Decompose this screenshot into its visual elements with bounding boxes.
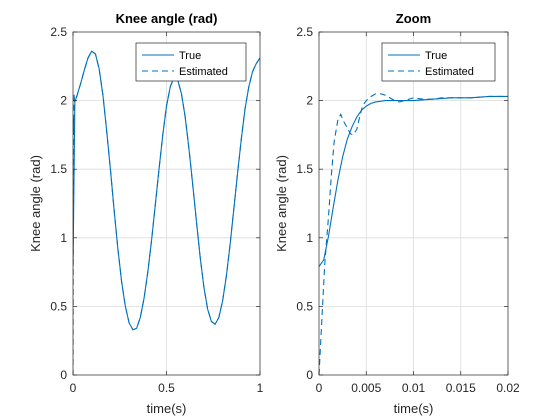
x-tick-label: 0.005 — [351, 381, 381, 395]
y-tick-label: 2 — [60, 94, 67, 108]
y-tick-label: 0.5 — [296, 299, 313, 313]
chart-panel-1: 0 0.5 1 0 0.5 1 1.5 2 2.5 Knee angle (rad) time(s)… — [28, 11, 264, 416]
y-tick-label: 2 — [306, 94, 313, 108]
x-tick-label: 0.01 — [402, 381, 426, 395]
chart-title: Knee angle (rad) — [116, 11, 218, 26]
x-tick-label: 0.02 — [496, 381, 520, 395]
y-axis-label: Knee angle (rad) — [28, 155, 43, 252]
y-tick-label: 1 — [60, 231, 67, 245]
y-tick-label: 0 — [306, 368, 313, 382]
y-tick-label: 1.5 — [50, 162, 67, 176]
legend-label-estimated: Estimated — [425, 66, 474, 78]
x-tick-label: 0.5 — [158, 381, 175, 395]
series-line-estimated — [319, 93, 508, 375]
y-axis-label: Knee angle (rad) — [274, 155, 289, 252]
x-tick-label: 0.015 — [446, 381, 476, 395]
series-line-true — [319, 95, 508, 267]
x-axis-label: time(s) — [147, 401, 187, 416]
y-tick-label: 1 — [306, 231, 313, 245]
y-tick-label: 1.5 — [296, 162, 313, 176]
series-line-estimated — [73, 50, 260, 375]
y-tick-label: 2.5 — [296, 25, 313, 39]
chart-title: Zoom — [396, 11, 431, 26]
x-tick-label: 0 — [70, 381, 77, 395]
chart-panel-2: 0 0.005 0.01 0.015 0.02 0 0.5 1 1.5 2 2.5 Zoom time(… — [274, 11, 520, 416]
y-tick-label: 0.5 — [50, 299, 67, 313]
legend-label-estimated: Estimated — [179, 66, 228, 78]
series-group — [73, 50, 260, 375]
x-tick-label: 1 — [257, 381, 264, 395]
x-axis-label: time(s) — [394, 401, 434, 416]
y-tick-label: 0 — [60, 368, 67, 382]
series-group — [319, 93, 508, 375]
legend-label-true: True — [425, 50, 447, 62]
legend-box — [381, 42, 496, 82]
y-tick-label: 2.5 — [50, 25, 67, 39]
x-tick-label: 0 — [316, 381, 323, 395]
legend: True Estimated — [135, 42, 247, 82]
legend-box — [135, 42, 247, 82]
legend-label-true: True — [179, 50, 201, 62]
legend: True Estimated — [381, 42, 496, 82]
